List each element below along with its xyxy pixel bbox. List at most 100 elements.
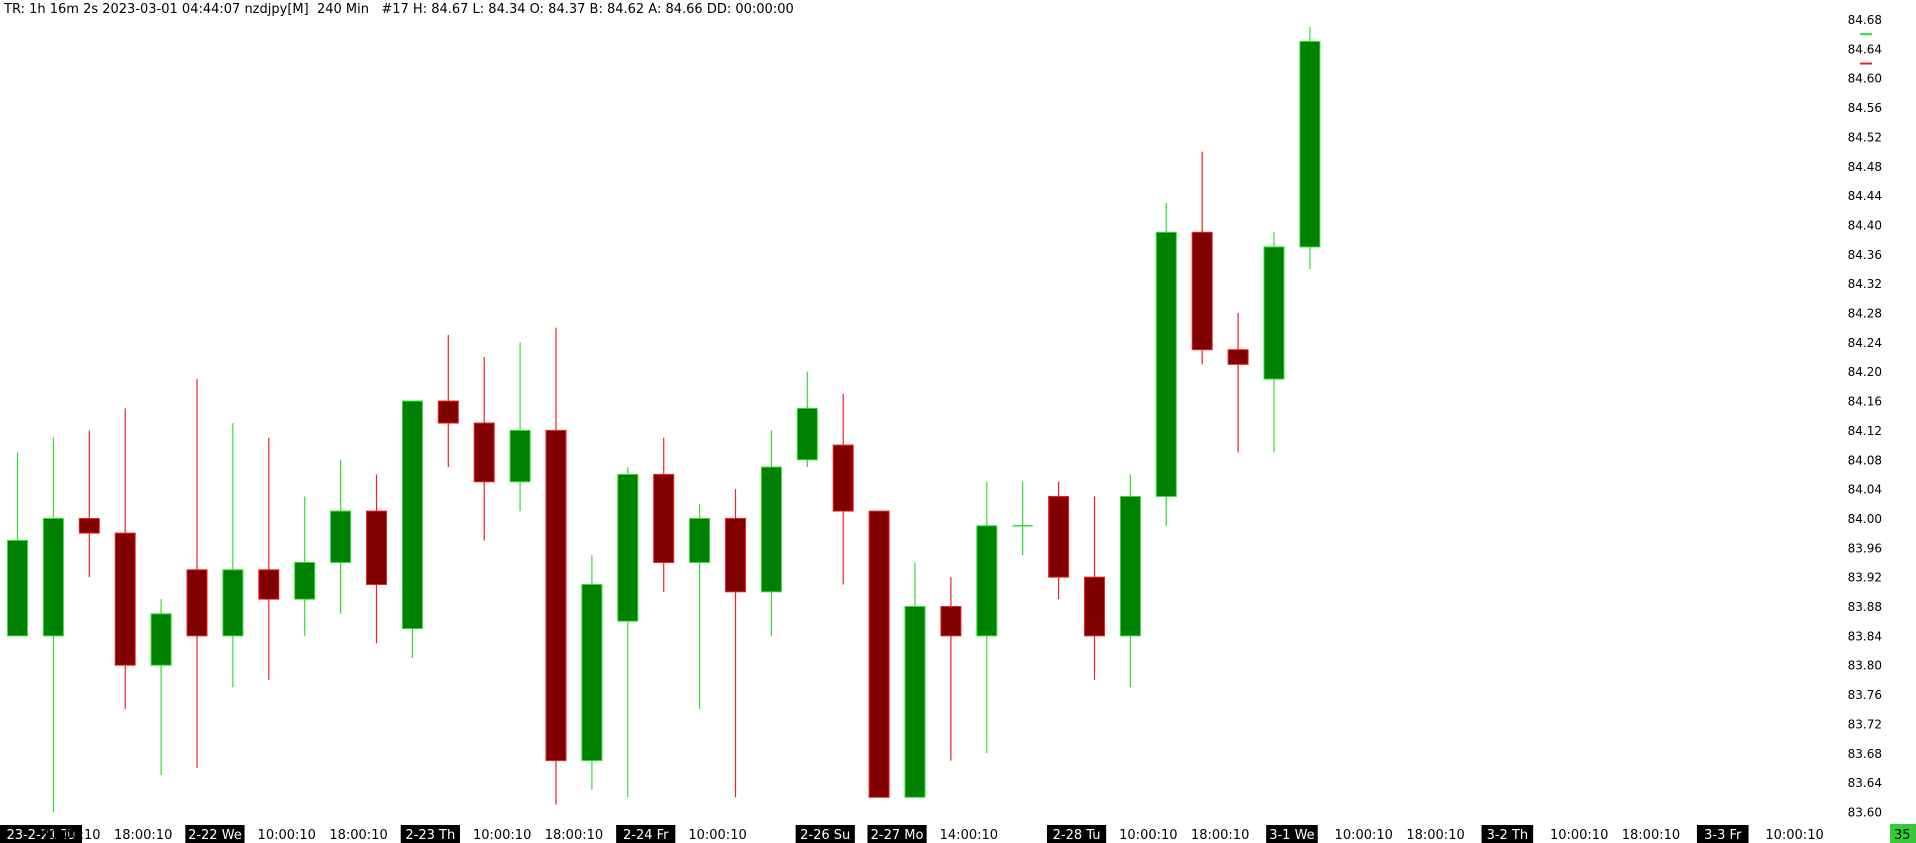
- candle: [366, 474, 387, 644]
- candle: [725, 489, 746, 798]
- candle-body: [114, 532, 136, 666]
- candle: [868, 510, 890, 798]
- candle-body: [832, 444, 854, 512]
- candle: [258, 437, 280, 680]
- candle-body: [366, 510, 387, 585]
- candle-body: [1191, 231, 1213, 351]
- y-tick-label: 83.92: [1848, 571, 1882, 585]
- x-tick-label: 3-2 Th: [1487, 828, 1529, 843]
- candle: [940, 577, 962, 761]
- candle-body: [473, 422, 495, 483]
- y-tick-label: 84.24: [1848, 336, 1882, 350]
- x-tick-label: 10:00:10: [1335, 828, 1393, 843]
- candle: [7, 452, 28, 637]
- y-tick-label: 83.68: [1848, 747, 1882, 761]
- x-tick-label: 2-24 Fr: [623, 828, 669, 843]
- candle-body: [976, 525, 998, 637]
- candle-body: [904, 606, 926, 798]
- x-tick-label: 18:00:10: [114, 828, 172, 843]
- x-tick-label: 18:00:10: [1622, 828, 1680, 843]
- candle: [78, 430, 100, 578]
- candle: [222, 423, 244, 688]
- x-tick-label: 10:00:10: [1119, 828, 1177, 843]
- x-tick-label: 14:00:10: [940, 828, 998, 843]
- corner-badge-box: [1890, 824, 1916, 843]
- x-day-label-bg: [795, 825, 855, 843]
- candle: [689, 503, 711, 710]
- x-tick-label: 2-22 We: [188, 828, 242, 843]
- candle-body: [186, 569, 208, 637]
- candle: [832, 393, 854, 585]
- x-tick-label: 18:00:10: [1406, 828, 1464, 843]
- x-tick-label: 3-1 We: [1269, 828, 1314, 843]
- candle: [186, 379, 208, 768]
- y-tick-label: 83.88: [1848, 600, 1882, 614]
- x-tick-label: 18:00:10: [545, 828, 603, 843]
- candle: [796, 371, 818, 468]
- x-tick-label: 3-3 Fr: [1704, 828, 1742, 843]
- candle-body: [222, 569, 244, 637]
- x-day-label-bg: [867, 825, 927, 843]
- candle-body: [150, 613, 172, 666]
- x-tick-label: 18:00:10: [1191, 828, 1249, 843]
- candle: [581, 555, 603, 790]
- candle-body: [1227, 349, 1249, 365]
- candle: [1048, 481, 1070, 600]
- y-tick-label: 84.16: [1848, 395, 1882, 409]
- candle: [976, 481, 998, 754]
- x-tick-label: 2-27 Mo: [871, 828, 924, 843]
- y-tick-label: 83.64: [1848, 776, 1882, 790]
- candle-body: [294, 561, 316, 600]
- x-tick-label: 2-23 Th: [405, 828, 455, 843]
- candle: [114, 408, 136, 710]
- candle: [150, 599, 172, 776]
- x-tick-label: 10:00:10: [1765, 828, 1823, 843]
- y-axis: 84.68 84.64 84.60 84.56 84.52 84.48 84.44 84.40…: [1848, 13, 1882, 819]
- candle-body: [1155, 231, 1177, 497]
- y-tick-label: 84.60: [1848, 72, 1882, 86]
- candle: [545, 327, 567, 805]
- x-tick-label: 10:00:10: [1550, 828, 1608, 843]
- y-tick-label: 84.44: [1848, 189, 1882, 203]
- candle-body: [868, 510, 890, 798]
- candle-body: [401, 400, 423, 630]
- candle-body: [1048, 495, 1070, 578]
- chart-info-header: TR: 1h 16m 2s 2023-03-01 04:44:07 nzdjpy…: [4, 2, 794, 17]
- x-day-label-bg: [1266, 825, 1318, 843]
- y-tick-label: 83.84: [1848, 629, 1882, 643]
- candle: [1299, 26, 1321, 269]
- candle-body: [258, 569, 280, 600]
- y-tick-label: 84.00: [1848, 512, 1882, 526]
- candles: [7, 26, 1321, 812]
- candle: [1191, 151, 1213, 365]
- x-tick-label: 2-26 Su: [800, 828, 850, 843]
- y-tick-label: 84.56: [1848, 101, 1882, 115]
- candle: [473, 357, 495, 541]
- y-tick-label: 84.04: [1848, 483, 1882, 497]
- y-tick-label: 83.96: [1848, 541, 1882, 555]
- x-tick-label: 23-2-21 Tu: [6, 828, 75, 843]
- x-tick-label: 18:00:10: [329, 828, 387, 843]
- candle-body: [617, 473, 639, 622]
- x-tick-label: 10:00:10: [258, 828, 316, 843]
- candle: [42, 437, 64, 812]
- y-tick-label: 84.68: [1848, 13, 1882, 27]
- x-tick-label: 10:00:10: [688, 828, 746, 843]
- x-day-label-bg: [616, 825, 676, 843]
- x-day-label-bg: [0, 825, 82, 843]
- candle: [1084, 496, 1105, 680]
- candle-body: [545, 429, 567, 762]
- candle-body: [42, 517, 64, 637]
- x-tick-label: 10:00:10: [473, 828, 531, 843]
- candle: [1119, 474, 1141, 688]
- x-tick-label: 10:00:10: [42, 828, 100, 843]
- candle-body: [509, 429, 531, 483]
- candle: [509, 342, 531, 512]
- x-day-label-bg: [400, 825, 460, 843]
- candle-body: [1263, 246, 1285, 380]
- candle: [1155, 202, 1177, 526]
- x-tick-label: 2-28 Tu: [1053, 828, 1101, 843]
- y-tick-label: 84.20: [1848, 365, 1882, 379]
